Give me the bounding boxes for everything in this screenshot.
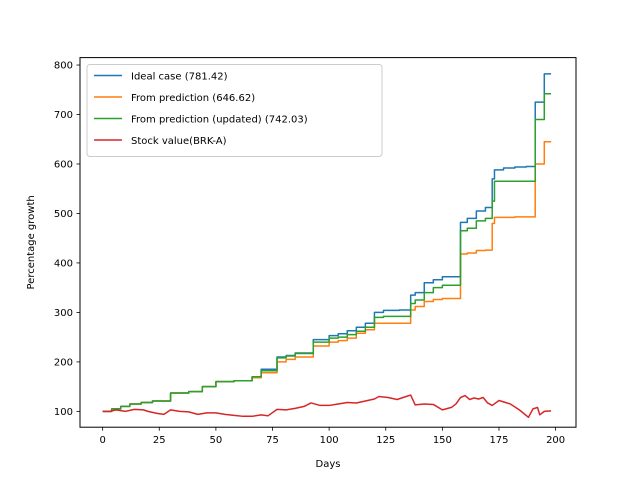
x-tick-label: 175 — [489, 435, 508, 446]
x-tick-label: 75 — [266, 435, 279, 446]
y-tick-label: 600 — [54, 160, 73, 171]
legend-label: From prediction (646.62) — [131, 93, 255, 104]
x-tick-label: 125 — [376, 435, 395, 446]
series-line-2 — [102, 140, 552, 413]
y-tick-label: 400 — [54, 259, 73, 270]
y-tick-label: 200 — [54, 357, 73, 368]
x-tick-label: 0 — [99, 435, 105, 446]
series-line-3 — [102, 92, 552, 413]
y-axis-label: Percentage growth — [26, 195, 37, 289]
legend-box — [86, 64, 383, 157]
x-tick-label: 200 — [546, 435, 565, 446]
x-tick-label: 25 — [153, 435, 166, 446]
series-layer — [102, 73, 552, 419]
y-tick-label: 800 — [54, 61, 73, 72]
legend-label: Stock value(BRK-A) — [131, 136, 227, 147]
y-tick-label: 300 — [54, 308, 73, 319]
x-tick-label: 100 — [320, 435, 339, 446]
legend-label: Ideal case (781.42) — [131, 72, 228, 83]
series-line-4 — [102, 394, 552, 419]
x-tick-label: 150 — [433, 435, 452, 446]
legend-label: From prediction (updated) (742.03) — [131, 115, 308, 126]
x-axis: 0 25 50 75 100 125 150 175 200 — [99, 427, 565, 446]
x-tick-label: 50 — [210, 435, 223, 446]
x-axis-label: Days — [316, 459, 341, 470]
y-tick-label: 500 — [54, 209, 73, 220]
y-tick-label: 100 — [54, 407, 73, 418]
plot-frame — [79, 57, 577, 428]
y-axis: 100 200 300 400 500 600 700 800 — [54, 61, 80, 418]
y-tick-label: 700 — [54, 110, 73, 121]
legend: Ideal case (781.42) From prediction (646.… — [86, 64, 383, 157]
